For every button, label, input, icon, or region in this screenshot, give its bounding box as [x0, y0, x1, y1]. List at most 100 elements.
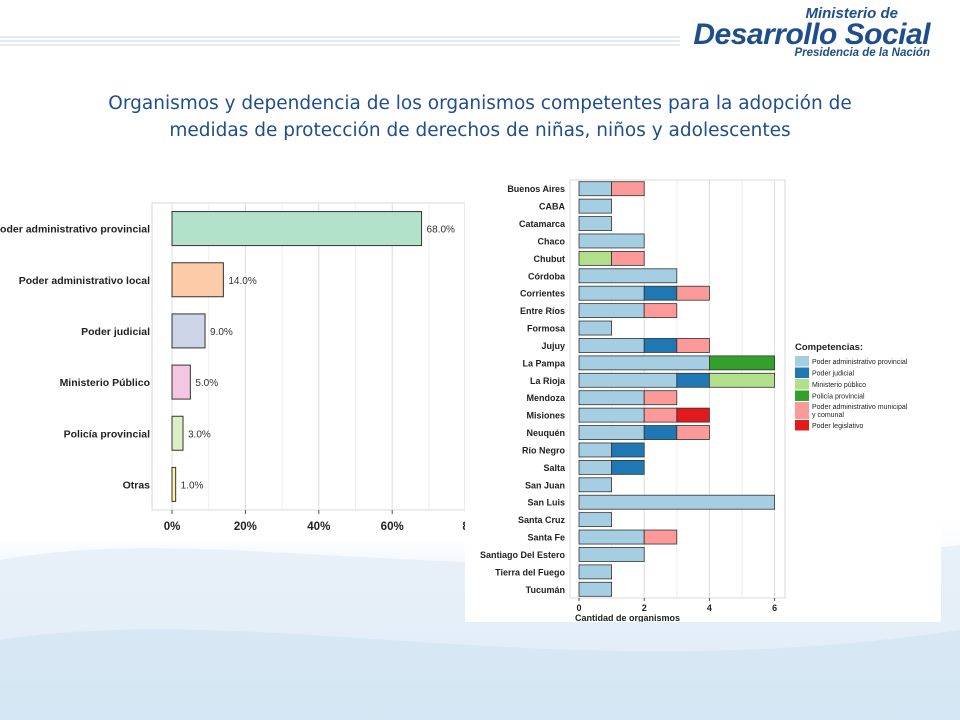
chart2-bar-segment [611, 181, 645, 197]
chart1-data-label: 1.0% [181, 480, 204, 491]
chart2-category-label: Córdoba [528, 271, 566, 281]
chart2-bar-segment [578, 372, 678, 388]
chart-provinces-competences: Buenos Aires CABA Catamarca Chaco Chubut Córd… [465, 170, 941, 622]
chart1-data-label: 68.0% [427, 225, 455, 236]
chart2-tick-label: 4 [707, 603, 712, 613]
chart2-legend-label: Poder judicial [812, 371, 854, 378]
chart1-data-label: 5.0% [195, 378, 218, 389]
chart2-bar-segment [708, 372, 775, 388]
chart2-category-label: Santiago Del Estero [480, 550, 566, 560]
chart2-legend-swatch [795, 402, 809, 419]
chart2-bar-segment [578, 564, 612, 580]
chart2-bar-segment [643, 407, 678, 423]
chart2-legend-swatch [795, 356, 809, 367]
chart2-category-label: Tucumán [526, 585, 565, 595]
chart2-bar-segment [578, 494, 776, 510]
chart2-bar-segment [578, 198, 612, 214]
chart2-tick-label: 2 [642, 603, 647, 613]
chart2-category-label: Santa Fe [527, 533, 565, 543]
chart2-bar-segment [643, 425, 678, 440]
chart1-category-label: Ministerio Público [60, 377, 150, 389]
chart2-x-axis-title: Cantidad de organismos [575, 613, 680, 622]
chart2-bar-segment [578, 547, 645, 562]
chart2-bar-segment [578, 320, 612, 336]
chart2-bar-segment [578, 477, 612, 493]
chart2-category-label: Tierra del Fuego [495, 567, 565, 577]
logo-line1: Ministerio de [805, 5, 898, 22]
chart2-bar-segment [578, 285, 645, 301]
chart2-category-label: Jujuy [541, 341, 565, 351]
chart2-bar-segment [578, 233, 645, 249]
chart1-category-label: Policía provincial [64, 428, 150, 440]
chart1-category-label: Poder judicial [81, 326, 150, 338]
chart1-data-label: 9.0% [210, 327, 233, 338]
chart2-bar-segment [643, 285, 678, 301]
chart2-bar-segment [643, 303, 678, 319]
chart2-bar-segment [578, 512, 612, 528]
chart2-bar-segment [676, 285, 710, 301]
chart2-category-label: Salta [543, 463, 566, 473]
chart2-bar-segment [643, 390, 678, 406]
chart2-category-label: Catamarca [519, 219, 566, 229]
header-decoration [0, 36, 680, 46]
chart2-bar-segment [708, 355, 775, 371]
chart1-bar [171, 313, 206, 349]
title-line1: Organismos y dependencia de los organism… [108, 93, 852, 114]
page-title: Organismos y dependencia de los organism… [60, 90, 900, 144]
chart2-legend-swatch [795, 390, 809, 401]
chart2-category-label: Entre Ríos [520, 306, 565, 316]
chart1-bar [171, 415, 184, 451]
chart2-bar-segment [578, 459, 612, 475]
chart2-category-label: Santa Cruz [518, 515, 566, 525]
chart2-category-label: Chaco [537, 236, 565, 246]
chart2-bar-segment [578, 425, 645, 440]
chart1-tick-label: 8 [462, 521, 465, 533]
ministry-logo: Ministerio de Desarrollo Social Presiden… [693, 6, 930, 60]
chart2-bar-segment [578, 303, 645, 319]
chart2-legend-label: Poder administrativo provincial [812, 359, 908, 366]
chart2-bar-segment [578, 250, 612, 266]
chart2-category-label: Chubut [534, 254, 566, 264]
chart2-category-label: San Luis [527, 498, 565, 508]
chart2-category-label: Misiones [526, 411, 565, 421]
chart2-bar-segment [611, 442, 645, 458]
chart1-bar [171, 262, 224, 298]
chart2-category-label: Corrientes [520, 289, 565, 299]
chart2-category-label: Formosa [527, 324, 566, 334]
chart2-category-label: Buenos Aires [507, 184, 565, 194]
chart2-category-label: Mendoza [526, 393, 565, 403]
chart2-tick-label: 0 [576, 603, 581, 613]
chart1-category-label: Otras [123, 479, 151, 491]
chart2-bar-segment [578, 338, 645, 353]
chart2-tick-label: 6 [772, 603, 777, 613]
chart2-bar-segment [578, 355, 710, 371]
chart2-bar-segment [643, 338, 678, 353]
chart2-legend-label: Poder administrativo municipal y comunal [812, 404, 908, 419]
chart2-bar-segment [578, 216, 612, 231]
chart1-tick-label: 60% [381, 521, 404, 533]
chart2-legend-title: Competencias: [795, 342, 863, 353]
chart2-legend-label: Policía provincial [812, 394, 865, 401]
chart2-category-label: Río Negro [522, 445, 566, 455]
chart2-bar-segment [578, 581, 612, 597]
chart-organism-dependency: Poder administrativo provincial 68.0% Pode… [0, 195, 465, 542]
chart2-category-label: La Pampa [522, 358, 566, 368]
chart2-bar-segment [676, 372, 710, 388]
chart2-bar-segment [676, 407, 710, 423]
chart2-legend-swatch [795, 379, 809, 390]
chart2-bar-segment [578, 442, 612, 458]
chart2-category-label: La Rioja [530, 376, 566, 386]
chart2-legend-label: Poder legislativo [812, 423, 863, 430]
chart2-bar-segment [578, 529, 645, 545]
chart2-bar-segment [578, 407, 645, 423]
chart2-legend-swatch [795, 367, 809, 378]
chart2-category-label: CABA [539, 202, 565, 212]
chart1-plot-panel [151, 202, 465, 511]
chart2-bar-segment [578, 390, 645, 406]
chart2-bar-segment [578, 268, 678, 284]
chart2-bar-segment [578, 181, 612, 197]
title-line2: medidas de protección de derechos de niñ… [169, 120, 791, 141]
chart1-data-label: 3.0% [188, 429, 211, 440]
chart2-bar-segment [676, 425, 710, 440]
chart2-category-label: San Juan [525, 480, 565, 490]
